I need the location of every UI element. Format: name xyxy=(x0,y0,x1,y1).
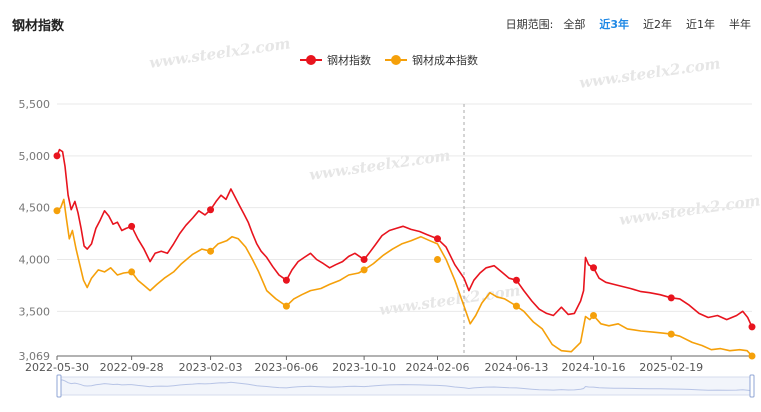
x-tick-label: 2024-06-13 xyxy=(484,361,548,374)
data-point-cost-index xyxy=(207,247,215,255)
legend-swatch-steel-index xyxy=(300,55,322,65)
range-option-all[interactable]: 全部 xyxy=(563,18,586,31)
chart-legend: 钢材指数 钢材成本指数 xyxy=(300,52,478,68)
data-point-steel-index xyxy=(360,255,368,263)
watermark-wm-2: www.steelx2.com xyxy=(578,54,721,92)
y-tick-label: 3,500 xyxy=(19,305,51,318)
data-point-steel-index xyxy=(748,323,756,331)
x-tick-label: 2023-06-06 xyxy=(254,361,318,374)
data-point-steel-index xyxy=(282,276,290,284)
data-point-cost-index xyxy=(128,268,136,276)
date-range-label: 日期范围: xyxy=(505,18,554,31)
data-point-steel-index xyxy=(128,222,136,230)
data-point-cost-index xyxy=(512,302,520,310)
y-tick-label: 5,000 xyxy=(19,150,51,163)
y-tick-label: 4,000 xyxy=(19,253,51,266)
data-point-cost-index xyxy=(360,266,368,274)
y-tick-label: 4,500 xyxy=(19,202,51,215)
watermark-wm-4: www.steelx2.com xyxy=(618,191,761,229)
data-point-cost-index xyxy=(590,311,598,319)
data-point-steel-index xyxy=(590,264,598,272)
legend-label-cost-index: 钢材成本指数 xyxy=(412,54,478,67)
data-point-cost-index xyxy=(433,255,441,263)
date-range-selector: 日期范围: 全部 近3年 近2年 近1年 半年 xyxy=(506,16,751,32)
data-point-steel-index xyxy=(667,294,675,302)
legend-swatch-cost-index xyxy=(385,55,407,65)
x-tick-label: 2024-02-06 xyxy=(406,361,470,374)
x-tick-label: 2022-05-30 xyxy=(25,361,89,374)
data-point-cost-index xyxy=(667,330,675,338)
x-tick-label: 2025-02-19 xyxy=(639,361,703,374)
legend-item-cost-index[interactable]: 钢材成本指数 xyxy=(385,52,478,68)
x-tick-label: 2022-09-28 xyxy=(100,361,164,374)
data-point-steel-index xyxy=(433,235,441,243)
zoom-handle-right[interactable] xyxy=(749,374,755,398)
x-tick-label: 2023-10-10 xyxy=(332,361,396,374)
x-tick-label: 2023-02-03 xyxy=(179,361,243,374)
watermark-wm-3: www.steelx2.com xyxy=(308,146,451,184)
data-point-steel-index xyxy=(53,152,61,160)
data-point-cost-index xyxy=(748,352,756,360)
data-point-steel-index xyxy=(512,276,520,284)
data-point-steel-index xyxy=(207,206,215,214)
page-title: 钢材指数 xyxy=(12,19,65,34)
zoom-handle-left[interactable] xyxy=(56,374,62,398)
range-option-2y[interactable]: 近2年 xyxy=(643,18,672,31)
x-tick-label: 2024-10-16 xyxy=(562,361,626,374)
watermark-wm-5: www.steelx2.com xyxy=(378,281,521,319)
watermark-wm-1: www.steelx2.com xyxy=(148,34,291,72)
legend-label-steel-index: 钢材指数 xyxy=(327,54,371,67)
y-tick-label: 5,500 xyxy=(19,98,51,111)
zoom-slider-preview xyxy=(56,379,753,392)
range-option-3y[interactable]: 近3年 xyxy=(599,18,629,31)
range-option-half-year[interactable]: 半年 xyxy=(729,18,751,31)
y-tick-label: 3,069 xyxy=(19,350,51,363)
data-point-cost-index xyxy=(53,207,61,215)
data-point-cost-index xyxy=(282,302,290,310)
range-option-1y[interactable]: 近1年 xyxy=(686,18,715,31)
legend-item-steel-index[interactable]: 钢材指数 xyxy=(300,52,371,68)
series-line-cost-index xyxy=(56,198,753,357)
